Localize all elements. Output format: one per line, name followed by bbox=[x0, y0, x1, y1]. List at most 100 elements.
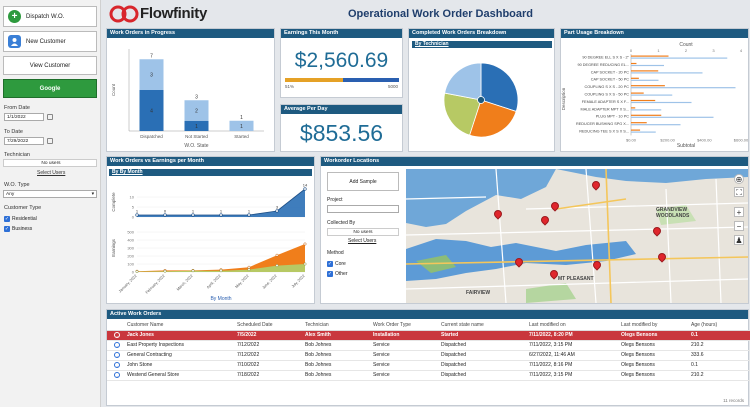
table-row[interactable]: → Westend General Store 7/18/2022 Bob Johne… bbox=[107, 370, 750, 381]
to-date-input[interactable]: 7/29/2022 bbox=[4, 137, 44, 145]
part-usage-panel: Part Usage Breakdown Count 0 1 2 3 4 $0.00 $200… bbox=[560, 28, 749, 152]
column-header[interactable]: Technician bbox=[305, 321, 373, 331]
subtotal-bar bbox=[631, 129, 641, 131]
map-view[interactable]: GRANDVIEW WOODLANDS MT PLEASANT FAIRVIEW… bbox=[406, 169, 748, 303]
wo-earnings-subtitle[interactable]: By By Month bbox=[109, 169, 312, 176]
add-sample-label: Add Sample bbox=[349, 179, 377, 185]
bar-value-label: 1 bbox=[195, 124, 198, 130]
earnings-value: $2,560.69 bbox=[294, 49, 389, 72]
locate-icon[interactable]: ⊕ bbox=[734, 174, 744, 184]
table-cell: Olegs Bensons bbox=[621, 360, 691, 371]
column-header[interactable]: Last modified on bbox=[529, 321, 621, 331]
subtotal-tick: $200.00 bbox=[660, 137, 675, 142]
complete-point bbox=[303, 187, 307, 191]
expand-cell[interactable]: → bbox=[107, 360, 127, 371]
column-header[interactable]: Scheduled Date bbox=[237, 321, 305, 331]
column-header[interactable]: Last modified by bbox=[621, 321, 691, 331]
business-label: Business bbox=[12, 226, 33, 232]
average-panel: Average Per Day $853.56 bbox=[280, 104, 403, 152]
calendar-icon[interactable] bbox=[47, 138, 53, 144]
zoom-in-button[interactable]: + bbox=[734, 207, 744, 217]
person-add-icon bbox=[8, 35, 21, 48]
open-row-icon[interactable]: → bbox=[114, 331, 120, 338]
table-cell: 7/11/2022, 3:15 PM bbox=[529, 340, 621, 351]
business-checkbox[interactable]: ✓ bbox=[4, 226, 10, 232]
map-panel: Workorder Locations Add Sample Project C… bbox=[320, 156, 749, 304]
complete-point bbox=[163, 213, 167, 217]
core-checkbox[interactable]: ✓ bbox=[327, 261, 333, 267]
complete-point bbox=[135, 213, 139, 217]
column-header[interactable]: Customer Name bbox=[127, 321, 237, 331]
table-row[interactable]: → East Property Inspections 7/12/2022 Bob J… bbox=[107, 340, 750, 351]
calendar-icon[interactable] bbox=[47, 114, 53, 120]
earnings-panel: Earnings This Month $2,560.69 51% 5000 bbox=[280, 28, 403, 98]
table-cell: Dispatched bbox=[441, 340, 529, 351]
column-header[interactable]: Current state name bbox=[441, 321, 529, 331]
count-bar bbox=[631, 72, 703, 74]
method-label: Method bbox=[327, 250, 344, 256]
residential-checkbox[interactable]: ✓ bbox=[4, 216, 10, 222]
view-customer-button[interactable]: View Customer bbox=[3, 56, 97, 75]
fullscreen-icon[interactable]: ⛶ bbox=[734, 187, 744, 197]
open-row-icon[interactable]: → bbox=[114, 351, 120, 358]
dispatch-wo-button[interactable]: + Dispatch W.O. bbox=[3, 6, 97, 27]
category-label: 90 DEGREE ELL S X S - 2" bbox=[582, 56, 629, 60]
open-row-icon[interactable]: → bbox=[114, 361, 120, 368]
record-count: 11 records bbox=[723, 398, 744, 403]
table-cell: Started bbox=[441, 330, 529, 341]
zoom-out-button[interactable]: − bbox=[734, 221, 744, 231]
expand-cell[interactable]: → bbox=[107, 330, 127, 341]
open-row-icon[interactable]: → bbox=[114, 341, 120, 348]
expand-cell[interactable]: → bbox=[107, 370, 127, 381]
y-tick-label: 500 bbox=[127, 230, 134, 235]
table-cell: Installation bbox=[373, 330, 441, 341]
panel-title: Completed Work Orders Breakdown bbox=[409, 29, 554, 38]
from-date-input[interactable]: 1/1/2022 bbox=[4, 113, 44, 121]
bar-value-label: 2 bbox=[195, 109, 198, 115]
select-users-link[interactable]: Select Users bbox=[348, 238, 377, 244]
count-bar bbox=[631, 87, 736, 89]
x-tick-label: Not Started bbox=[185, 134, 208, 139]
table-cell: Olegs Bensons bbox=[621, 330, 691, 341]
panel-title: Earnings This Month bbox=[281, 29, 402, 38]
part-usage-chart: Count 0 1 2 3 4 $0.00 $200.00 $400.00 $600.00 Subt… bbox=[561, 42, 748, 149]
category-label: CAP SOCKET - 50 PC bbox=[591, 78, 630, 82]
technician-label: Technician bbox=[4, 152, 30, 158]
earnings-point bbox=[219, 269, 223, 273]
x-tick-label: June, 2022 bbox=[262, 274, 278, 290]
project-label: Project bbox=[327, 197, 343, 203]
add-sample-button[interactable]: Add Sample bbox=[327, 172, 399, 191]
project-input[interactable] bbox=[327, 205, 399, 213]
active-orders-table: Customer Name Scheduled Date Technician Wor… bbox=[107, 321, 750, 381]
category-label: 90 DEGREE REDUCING EL... bbox=[578, 63, 629, 67]
select-users-link[interactable]: Select Users bbox=[37, 170, 66, 176]
from-date-label: From Date bbox=[4, 105, 30, 111]
column-header[interactable]: Age (hours) bbox=[691, 321, 750, 331]
pie-slice bbox=[480, 62, 519, 112]
table-row[interactable]: → John Stone 7/10/2022 Bob Johnes Service Dis… bbox=[107, 360, 750, 371]
other-checkbox[interactable]: ✓ bbox=[327, 271, 333, 277]
pegman-icon[interactable]: ♟ bbox=[734, 235, 744, 245]
table-cell: 6/27/2022, 11:46 AM bbox=[529, 350, 621, 361]
count-bar bbox=[631, 101, 692, 104]
wo-type-select[interactable]: Any ▾ bbox=[3, 190, 97, 198]
subtotal-bar bbox=[631, 114, 662, 116]
table-cell: Service bbox=[373, 370, 441, 381]
y-tick-label: 0 bbox=[132, 270, 135, 275]
count-bar bbox=[631, 64, 664, 67]
open-row-icon[interactable]: → bbox=[114, 371, 120, 378]
table-row[interactable]: → Jack Jones 7/5/2022 Alex Smith Installatio… bbox=[107, 330, 750, 341]
category-label: COUPLING S X S - 50 PC bbox=[584, 93, 629, 97]
new-customer-button[interactable]: New Customer bbox=[3, 31, 97, 52]
table-row[interactable]: → General Contracting 7/12/2022 Bob Johnes S… bbox=[107, 350, 750, 361]
column-header[interactable]: Work Order Type bbox=[373, 321, 441, 331]
y-tick-label: 0 bbox=[132, 215, 135, 220]
table-cell: Bob Johnes bbox=[305, 360, 373, 371]
pie-slice bbox=[444, 62, 482, 101]
google-button[interactable]: Google bbox=[3, 79, 97, 98]
count-tick: 4 bbox=[740, 48, 743, 53]
expand-cell[interactable]: → bbox=[107, 350, 127, 361]
count-tick: 1 bbox=[657, 48, 660, 53]
expand-cell[interactable]: → bbox=[107, 340, 127, 351]
breakdown-subtitle[interactable]: By Technician bbox=[412, 41, 552, 48]
